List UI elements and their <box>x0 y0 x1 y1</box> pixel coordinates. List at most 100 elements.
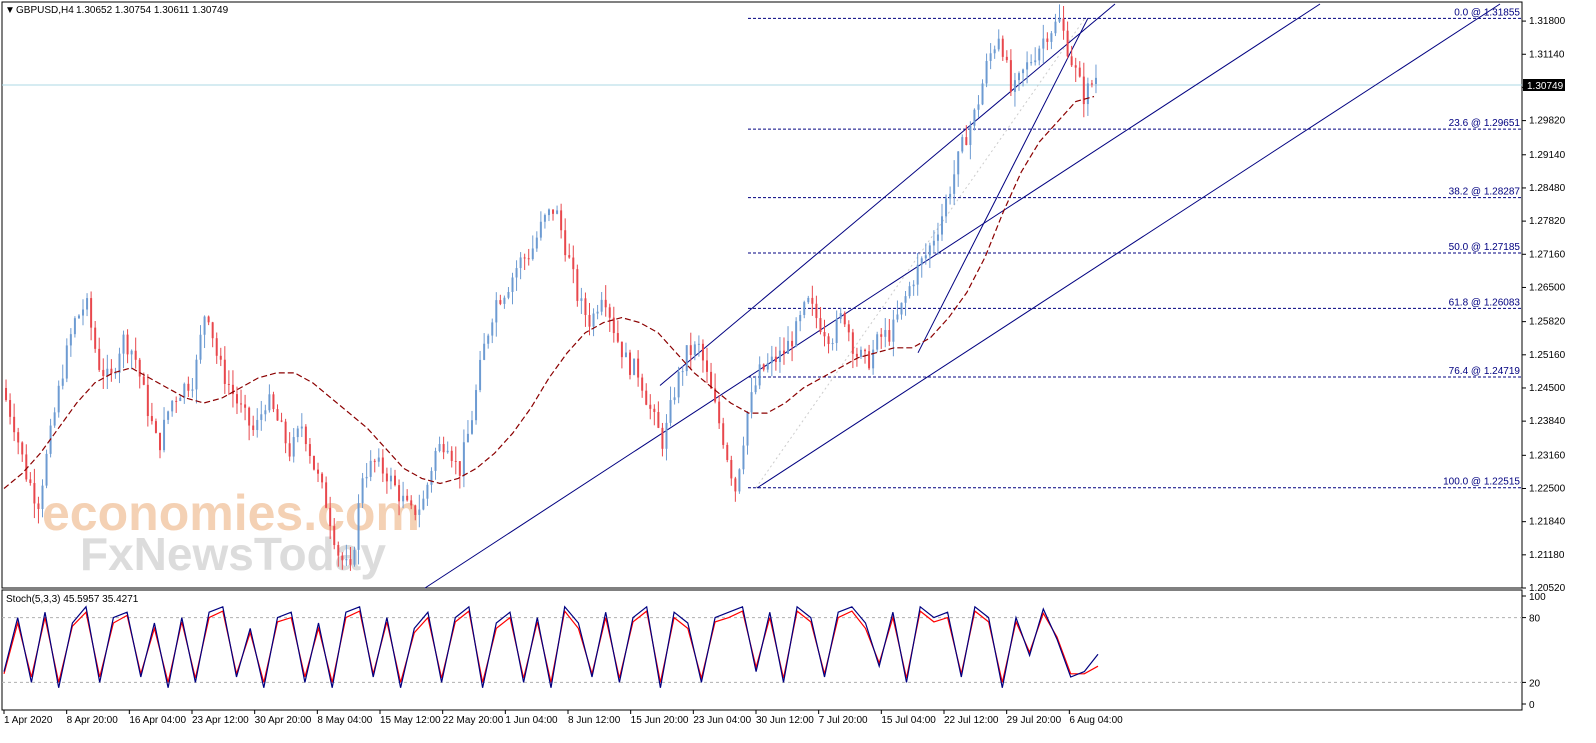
price-tick-label: 1.28480 <box>1529 183 1566 194</box>
candle-body <box>669 400 672 423</box>
candle-body <box>1058 18 1061 22</box>
candle-body <box>329 507 332 527</box>
candle-body <box>989 53 992 61</box>
candle-body <box>191 389 194 391</box>
candle-body <box>389 475 392 482</box>
candle-body <box>41 485 44 510</box>
time-tick-label: 16 Apr 04:00 <box>129 715 186 726</box>
candle-body <box>82 309 85 316</box>
candle-body <box>21 442 24 455</box>
candle-body <box>710 371 713 389</box>
candle-body <box>787 340 790 354</box>
candle-body <box>288 443 291 457</box>
candle-body <box>835 318 838 344</box>
candle-body <box>29 479 32 484</box>
symbol-timeframe: GBPUSD,H4 <box>16 5 74 16</box>
price-tick-label: 1.27160 <box>1529 249 1566 260</box>
candle-body <box>924 255 927 259</box>
candle-body <box>1030 62 1033 64</box>
price-tick-label: 1.23840 <box>1529 416 1566 427</box>
candle-body <box>373 460 376 462</box>
candle-body <box>446 450 449 453</box>
candle-body <box>701 343 704 361</box>
watermark-fxnewstoday: FxNewsToday <box>80 528 386 580</box>
candle-body <box>803 302 806 315</box>
candle-body <box>235 394 238 404</box>
stochastic-panel[interactable] <box>1 589 1523 711</box>
candle-body <box>321 473 324 483</box>
price-panel[interactable] <box>1 1 1523 589</box>
candle-body <box>774 356 777 363</box>
fib-level-label: 23.6 @ 1.29651 <box>1449 118 1521 129</box>
candle-body <box>231 384 234 395</box>
candle-body <box>1038 48 1041 61</box>
candle-body <box>223 359 226 384</box>
candle-body <box>932 240 935 246</box>
candle-body <box>677 371 680 398</box>
candle-body <box>69 334 72 346</box>
time-tick-label: 6 Aug 04:00 <box>1069 715 1123 726</box>
candle-body <box>430 470 433 485</box>
candle-body <box>985 60 988 84</box>
candle-body <box>53 412 56 426</box>
candle-body <box>819 318 822 333</box>
candle-body <box>276 409 279 421</box>
candle-body <box>1094 77 1097 84</box>
candle-body <box>361 478 364 504</box>
candle-body <box>807 297 810 303</box>
candle-body <box>969 125 972 145</box>
time-tick-label: 1 Jun 04:00 <box>505 715 558 726</box>
candle-body <box>385 473 388 482</box>
candle-body <box>503 297 506 304</box>
candle-body <box>150 416 153 422</box>
candle-body <box>742 445 745 470</box>
candle-body <box>519 257 522 269</box>
price-tick-label: 1.22500 <box>1529 483 1566 494</box>
channel-lower-bound-line[interactable] <box>756 3 1501 489</box>
candle-body <box>272 394 275 410</box>
candle-body <box>815 303 818 319</box>
candle-body <box>1070 56 1073 66</box>
candle-body <box>284 421 287 444</box>
candle-body <box>673 397 676 401</box>
candle-body <box>633 358 636 375</box>
channel-lower-line[interactable] <box>424 3 1321 589</box>
candle-body <box>422 498 425 510</box>
candle-body <box>304 426 307 445</box>
candle-body <box>256 419 259 431</box>
stochastic-tick-label: 0 <box>1529 700 1535 711</box>
candle-body <box>823 332 826 337</box>
candle-body <box>997 38 1000 50</box>
price-tick-label: 1.25820 <box>1529 317 1566 328</box>
time-tick-label: 22 Jul 12:00 <box>944 715 999 726</box>
price-tick-label: 1.21180 <box>1529 550 1565 561</box>
channel-upper-line[interactable] <box>659 3 1116 386</box>
current-price-label: 1.30749 <box>1527 81 1564 92</box>
candle-body <box>746 412 749 446</box>
candle-body <box>410 500 413 506</box>
candle-body <box>799 314 802 322</box>
candle-body <box>847 324 850 333</box>
time-tick-label: 23 Apr 12:00 <box>192 715 249 726</box>
candle-body <box>722 423 725 445</box>
time-tick-label: 8 Apr 20:00 <box>67 715 119 726</box>
candle-body <box>973 109 976 126</box>
candle-body <box>535 237 538 249</box>
candle-body <box>868 351 871 369</box>
candle-body <box>872 349 875 369</box>
candle-body <box>1090 83 1093 85</box>
trend-channel[interactable] <box>424 3 1501 589</box>
candle-body <box>414 505 417 515</box>
steep-trend-line[interactable] <box>917 17 1089 354</box>
time-tick-label: 23 Jun 04:00 <box>693 715 751 726</box>
candle-body <box>791 340 794 347</box>
chart-dropdown-icon[interactable]: ▼ <box>5 5 15 16</box>
time-axis: 1 Apr 2020 8 Apr 20:00 16 Apr 04:00 23 Apr … <box>3 710 1123 726</box>
candle-body <box>596 311 599 314</box>
candle-body <box>264 410 267 415</box>
stochastic-label: Stoch(5,3,3) 45.5957 35.4271 <box>6 594 139 605</box>
candle-body <box>936 234 939 241</box>
candle-body <box>1005 56 1008 61</box>
